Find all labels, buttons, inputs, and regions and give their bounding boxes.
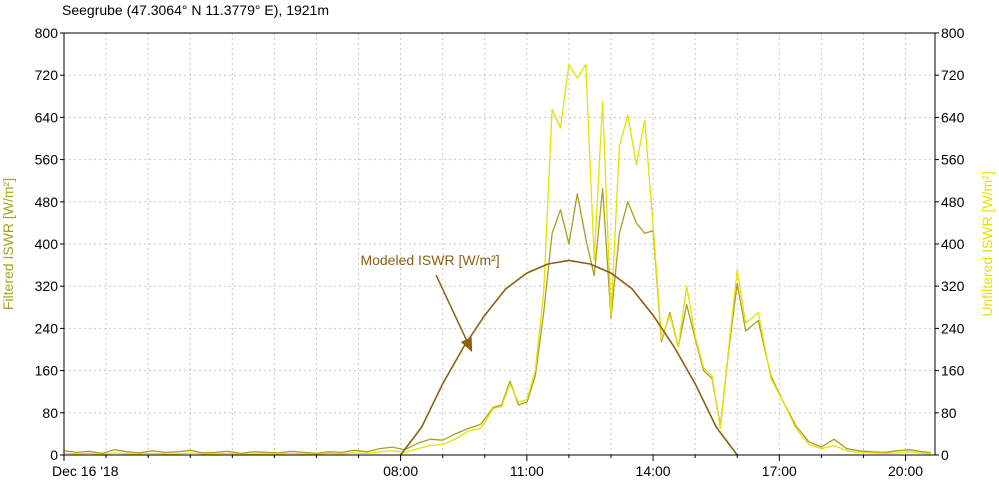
right-y-axis: 0 80 160 240 320 400 480 560 640 720 800 — [935, 25, 965, 463]
x-tick-label: 14:00 — [636, 463, 671, 479]
left-tick-label: 480 — [35, 194, 59, 210]
series-layer — [63, 63, 931, 456]
left-tick-label: 560 — [35, 152, 59, 168]
annotation-arrow-head — [460, 336, 473, 353]
y-axis-label-left: Filtered ISWR [W/m²] — [0, 178, 16, 310]
x-tick-label: 11:00 — [510, 463, 544, 479]
left-tick-label: 640 — [35, 109, 59, 125]
series-line-1 — [63, 63, 931, 456]
annotation-arrow-line — [435, 274, 467, 340]
left-tick-label: 400 — [35, 236, 59, 252]
right-tick-label: 640 — [941, 109, 965, 125]
right-tick-label: 400 — [941, 236, 965, 252]
left-tick-label: 240 — [35, 320, 59, 336]
x-tick-label: Dec 16 '18 — [52, 463, 119, 479]
left-y-axis: 0 80 160 240 320 400 480 560 640 720 800 — [35, 25, 64, 463]
x-tick-label: 08:00 — [383, 463, 418, 479]
right-tick-label: 800 — [941, 25, 965, 41]
right-tick-label: 320 — [941, 278, 965, 294]
y-axis-label-right: Unfiltered ISWR [W/m²] — [979, 171, 995, 316]
left-tick-label: 320 — [35, 278, 59, 294]
right-tick-label: 560 — [941, 152, 965, 168]
series-line-2 — [399, 259, 738, 456]
left-tick-label: 160 — [35, 363, 59, 379]
modeled-iswr-annotation: Modeled ISWR [W/m²] — [360, 252, 500, 353]
right-tick-label: 80 — [941, 405, 957, 421]
left-tick-label: 0 — [50, 447, 58, 463]
left-tick-label: 720 — [35, 67, 59, 83]
annotation-label: Modeled ISWR [W/m²] — [360, 252, 499, 268]
right-tick-label: 720 — [941, 67, 965, 83]
left-tick-label: 80 — [42, 405, 58, 421]
chart-title: Seegrube (47.3064° N 11.3779° E), 1921m — [62, 2, 329, 18]
right-tick-label: 480 — [941, 194, 965, 210]
chart-grid — [64, 33, 935, 455]
right-tick-label: 0 — [941, 447, 949, 463]
series-line-0 — [63, 187, 931, 455]
x-axis: Dec 16 '18 08:00 11:00 14:00 17:00 20:00 — [52, 455, 923, 479]
right-tick-label: 240 — [941, 320, 965, 336]
right-tick-label: 160 — [941, 363, 965, 379]
x-tick-label: 20:00 — [888, 463, 923, 479]
left-tick-label: 800 — [35, 25, 59, 41]
x-tick-label: 17:00 — [762, 463, 797, 479]
